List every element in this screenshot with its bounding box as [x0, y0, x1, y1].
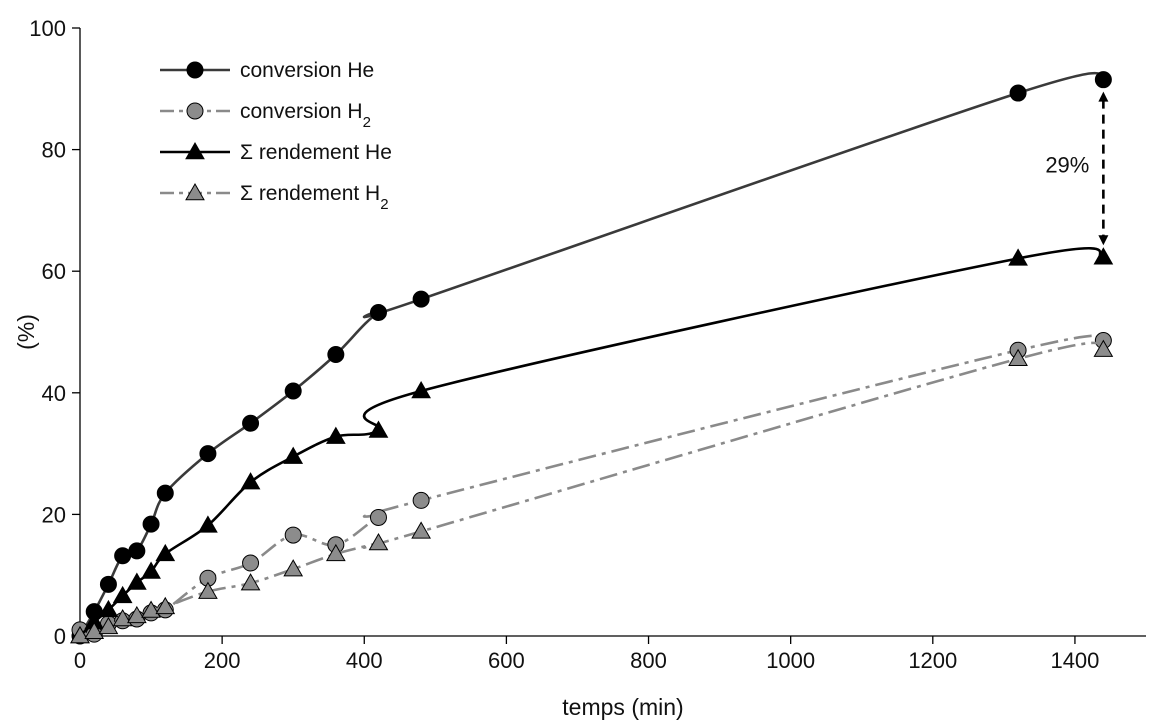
data-point-rendement-he	[198, 515, 218, 533]
annotation-label: 29%	[1045, 152, 1089, 177]
legend-label: Σ rendement H2	[240, 182, 389, 213]
series-conversion-h2	[71, 332, 1112, 643]
legend-label: conversion H2	[240, 100, 371, 131]
data-point-rendement-he	[98, 599, 119, 618]
annotation-layer: 29%	[1045, 91, 1109, 246]
data-point-rendement-h2	[240, 573, 261, 591]
legend-marker	[186, 61, 204, 79]
y-tick-label: 100	[29, 16, 66, 41]
data-point-rendement-he	[141, 561, 161, 579]
data-point-rendement-he	[155, 543, 176, 562]
y-axis-label: (%)	[13, 314, 39, 350]
data-point-conversion-h2	[412, 491, 430, 509]
data-point-rendement-he	[126, 572, 147, 590]
series-line-rendement-he	[79, 246, 1104, 637]
data-point-conversion-he	[242, 414, 260, 432]
data-point-rendement-he	[411, 380, 431, 399]
y-tick-label: 60	[42, 259, 66, 284]
legend-marker	[186, 102, 204, 120]
series-conversion-he	[71, 71, 1112, 645]
data-point-rendement-he	[283, 446, 304, 464]
annotation-arrowhead-top	[1098, 91, 1109, 102]
data-point-conversion-he	[114, 547, 132, 565]
x-tick-label: 1400	[1050, 648, 1099, 673]
x-tick-label: 1000	[766, 648, 815, 673]
legend-entry-conversion-he: conversion He	[160, 59, 374, 82]
data-point-rendement-h2	[112, 608, 133, 627]
data-point-conversion-he	[128, 542, 146, 560]
data-point-rendement-h2	[141, 600, 161, 618]
data-point-conversion-h2	[242, 554, 260, 572]
series-rendement-he	[70, 246, 1114, 644]
legend-label-subscript: 2	[380, 196, 388, 213]
x-tick-label: 200	[204, 648, 241, 673]
series-line-conversion-he	[78, 71, 1104, 637]
data-point-rendement-h2	[1008, 348, 1028, 367]
data-point-conversion-he	[142, 515, 160, 533]
data-point-rendement-he	[368, 420, 389, 438]
data-point-rendement-he	[240, 472, 261, 490]
data-point-rendement-h2	[1093, 339, 1114, 357]
data-point-conversion-he	[199, 445, 217, 463]
legend: conversion He conversion H2 Σ rendement He…	[160, 59, 392, 213]
data-point-conversion-he	[327, 345, 345, 363]
legend-label-subscript: 2	[363, 114, 371, 131]
series-rendement-h2	[70, 339, 1114, 644]
series-line-conversion-h2	[79, 334, 1104, 636]
x-tick-label: 0	[74, 648, 86, 673]
y-tick-label: 20	[42, 502, 66, 527]
data-point-rendement-he	[325, 426, 346, 444]
series-line-rendement-h2	[79, 341, 1104, 638]
data-point-rendement-he	[1093, 247, 1114, 265]
legend-marker	[185, 141, 205, 160]
legend-entry-rendement-h2: Σ rendement H2	[160, 182, 389, 213]
data-point-conversion-h2	[369, 508, 387, 526]
data-point-rendement-h2	[84, 621, 105, 639]
legend-entry-rendement-he: Σ rendement He	[160, 141, 392, 164]
data-point-conversion-h2	[284, 526, 302, 544]
data-point-conversion-he	[99, 575, 117, 593]
legend-label: conversion He	[240, 59, 374, 82]
data-point-rendement-h2	[368, 532, 389, 551]
data-point-conversion-he	[412, 290, 430, 308]
data-point-conversion-he	[284, 382, 302, 400]
data-point-conversion-he	[1009, 84, 1027, 102]
data-point-rendement-h2	[155, 596, 176, 615]
x-tick-label: 800	[630, 648, 667, 673]
axes	[79, 28, 1146, 637]
annotation-arrowhead-bottom	[1098, 235, 1109, 246]
data-point-rendement-h2	[98, 616, 119, 635]
legend-marker	[185, 182, 205, 201]
x-tick-label: 600	[488, 648, 525, 673]
data-point-conversion-he	[156, 484, 174, 502]
x-axis-ticks: 0 200 400 600 800 1000 1200 1400	[74, 636, 1099, 673]
legend-entry-conversion-h2: conversion H2	[160, 100, 371, 131]
x-tick-label: 1200	[908, 648, 957, 673]
x-tick-label: 400	[346, 648, 383, 673]
y-axis-ticks: 0 20 40 60 80 100	[29, 16, 80, 649]
legend-label: Σ rendement He	[240, 141, 392, 164]
data-point-rendement-h2	[198, 581, 218, 599]
data-point-rendement-h2	[325, 543, 346, 562]
data-point-rendement-h2	[283, 559, 304, 577]
data-point-rendement-h2	[411, 521, 431, 539]
y-tick-label: 40	[42, 381, 66, 406]
data-point-conversion-he	[1094, 71, 1112, 89]
data-point-conversion-he	[369, 304, 387, 322]
x-axis-label: temps (min)	[562, 694, 683, 720]
y-tick-label: 80	[42, 138, 66, 163]
data-point-rendement-he	[1008, 248, 1028, 266]
data-point-rendement-he	[112, 585, 133, 604]
y-tick-label: 0	[54, 624, 66, 649]
series-layer	[70, 71, 1114, 645]
data-point-rendement-h2	[126, 605, 147, 624]
